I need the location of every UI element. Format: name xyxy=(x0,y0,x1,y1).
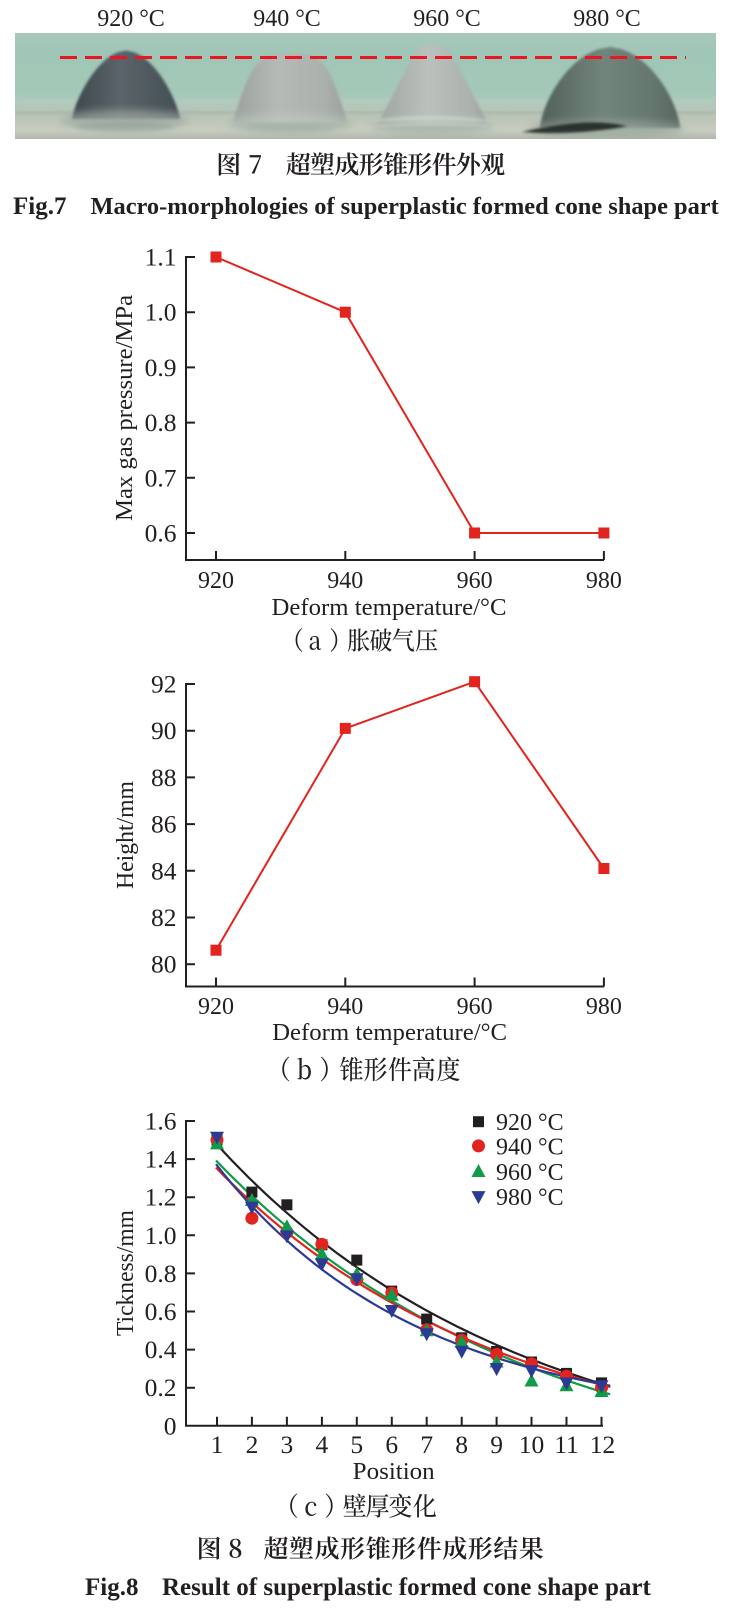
svg-text:960: 960 xyxy=(457,994,493,1020)
svg-text:Deform temperature/°C: Deform temperature/°C xyxy=(272,1020,507,1046)
svg-text:80: 80 xyxy=(151,950,177,979)
svg-text:920 °C: 920 °C xyxy=(97,6,165,32)
svg-text:0.8: 0.8 xyxy=(145,408,177,437)
svg-text:0.4: 0.4 xyxy=(145,1335,177,1364)
svg-text:Macro-morphologies of superpla: Macro-morphologies of superplastic forme… xyxy=(91,193,720,220)
svg-text:1.0: 1.0 xyxy=(145,1221,177,1250)
svg-text:Fig.7: Fig.7 xyxy=(13,193,66,220)
svg-text:6: 6 xyxy=(385,1430,398,1459)
svg-text:Deform temperature/°C: Deform temperature/°C xyxy=(272,595,507,621)
svg-text:0.8: 0.8 xyxy=(145,1259,177,1288)
svg-text:960: 960 xyxy=(457,568,493,594)
svg-text:940: 940 xyxy=(327,568,363,594)
svg-text:Result of superplastic formed: Result of superplastic formed cone shape… xyxy=(162,1574,652,1601)
svg-text:0.6: 0.6 xyxy=(145,1297,177,1326)
svg-text:90: 90 xyxy=(151,716,177,745)
svg-text:82: 82 xyxy=(151,903,177,932)
svg-text:11: 11 xyxy=(554,1430,579,1459)
svg-text:1.0: 1.0 xyxy=(145,298,177,327)
svg-text:980: 980 xyxy=(586,994,622,1020)
svg-text:920: 920 xyxy=(198,994,234,1020)
svg-text:1: 1 xyxy=(211,1430,224,1459)
svg-text:920: 920 xyxy=(198,568,234,594)
svg-text:Fig.8: Fig.8 xyxy=(85,1574,138,1601)
svg-text:980 °C: 980 °C xyxy=(573,6,641,32)
svg-text:1.4: 1.4 xyxy=(145,1145,177,1174)
svg-text:Height/mm: Height/mm xyxy=(113,781,139,889)
svg-text:12: 12 xyxy=(590,1430,616,1459)
svg-text:Max gas pressure/MPa: Max gas pressure/MPa xyxy=(112,295,138,521)
svg-text:5: 5 xyxy=(350,1430,363,1459)
svg-text:0.9: 0.9 xyxy=(145,353,177,382)
svg-text:Tickness/mm: Tickness/mm xyxy=(113,1210,139,1336)
svg-text:960 °C: 960 °C xyxy=(496,1160,564,1186)
svg-text:0.2: 0.2 xyxy=(145,1373,177,1402)
svg-text:940: 940 xyxy=(327,994,363,1020)
svg-text:940 °C: 940 °C xyxy=(496,1134,564,1160)
svg-text:0: 0 xyxy=(164,1411,177,1440)
svg-text:1.6: 1.6 xyxy=(145,1107,177,1136)
svg-text:7: 7 xyxy=(420,1430,433,1459)
svg-text:940 °C: 940 °C xyxy=(253,6,321,32)
svg-text:88: 88 xyxy=(151,763,177,792)
svg-text:8: 8 xyxy=(455,1430,468,1459)
svg-text:1.2: 1.2 xyxy=(145,1183,177,1212)
svg-text:84: 84 xyxy=(151,856,177,885)
svg-text:10: 10 xyxy=(519,1430,545,1459)
svg-text:980 °C: 980 °C xyxy=(496,1185,564,1211)
svg-text:4: 4 xyxy=(315,1430,328,1459)
svg-text:Position: Position xyxy=(353,1459,435,1485)
svg-text:2: 2 xyxy=(246,1430,259,1459)
svg-text:1.1: 1.1 xyxy=(145,243,177,272)
svg-text:92: 92 xyxy=(151,670,177,699)
svg-text:0.7: 0.7 xyxy=(145,463,177,492)
svg-text:960 °C: 960 °C xyxy=(413,6,481,32)
svg-text:9: 9 xyxy=(490,1430,503,1459)
svg-text:3: 3 xyxy=(281,1430,294,1459)
svg-text:980: 980 xyxy=(586,568,622,594)
svg-text:86: 86 xyxy=(151,810,177,839)
svg-text:920 °C: 920 °C xyxy=(496,1110,564,1136)
svg-text:0.6: 0.6 xyxy=(145,519,177,548)
